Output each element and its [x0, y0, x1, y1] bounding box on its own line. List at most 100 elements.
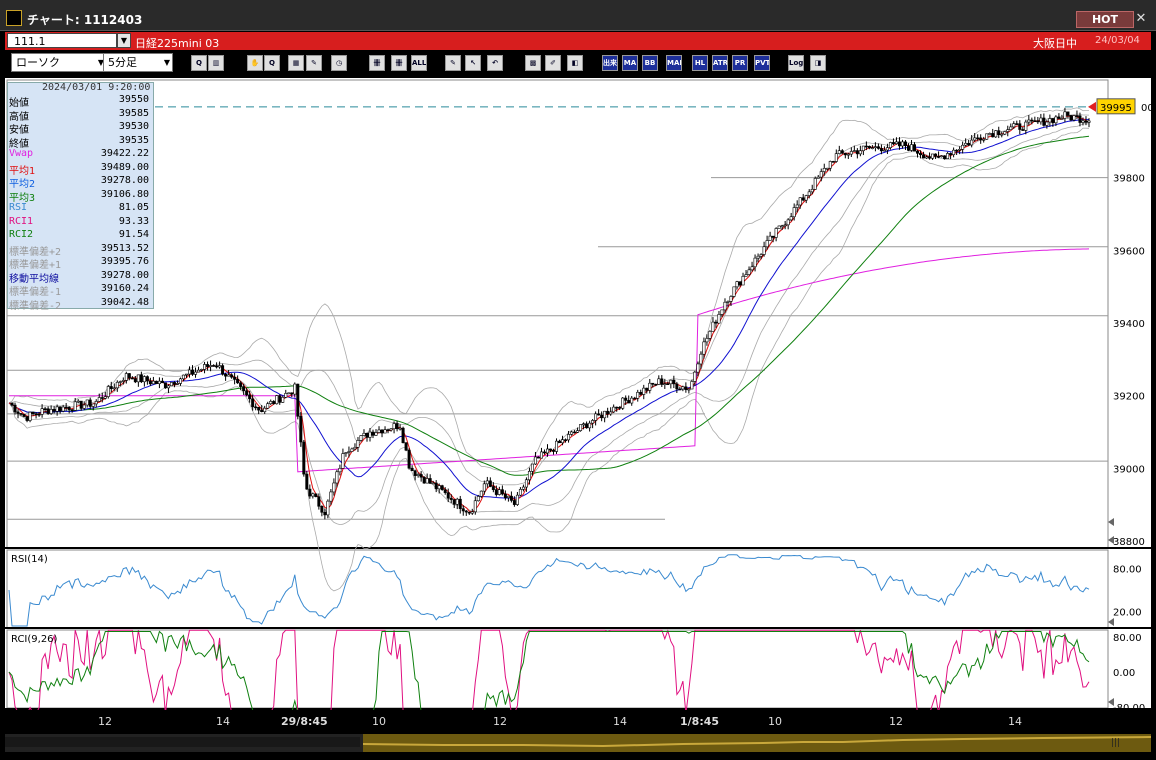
candle-body [353, 446, 357, 450]
candle-body [329, 491, 333, 502]
mae-icon[interactable]: MAE [666, 55, 682, 71]
candle-body [82, 404, 86, 409]
candle-body [837, 150, 841, 154]
axis-scroll-icon [1108, 698, 1114, 706]
candle-body [485, 480, 489, 485]
candle-body [473, 500, 477, 513]
candle-body [142, 376, 146, 383]
interval-value: 5分足 [108, 56, 137, 69]
symbol-code-input[interactable]: 111.1 [7, 33, 117, 48]
chart-area[interactable]: 38800 39000 39200 39400 39600 39800 39995 00 RSI… [5, 78, 1154, 715]
candle-body [377, 429, 381, 433]
all-icon[interactable]: ALL [411, 55, 427, 71]
chart-type-value: ローソク [16, 56, 60, 69]
candle-body [374, 432, 378, 436]
candle-body [994, 130, 998, 138]
candle-body [203, 364, 207, 370]
candle-body [894, 141, 898, 145]
brush-icon[interactable]: ✐ [545, 55, 561, 71]
hot-button[interactable]: HOT [1076, 11, 1134, 28]
price-tick-label: 39200 [1113, 392, 1145, 403]
candle-body [356, 440, 360, 448]
candle-body [949, 153, 953, 155]
draw-icon[interactable]: ✎ [306, 55, 322, 71]
chart-svg[interactable]: 38800 39000 39200 39400 39600 39800 39995 00 RSI… [5, 78, 1154, 715]
candle-body [28, 411, 32, 421]
close-icon[interactable]: ✕ [1135, 11, 1147, 26]
candle-body [723, 301, 727, 311]
candle-body [600, 414, 604, 419]
candle-body [314, 493, 318, 497]
candle-body [251, 398, 255, 408]
bb-icon[interactable]: BB [642, 55, 658, 71]
candle-body [840, 150, 844, 154]
candle-body [317, 496, 321, 507]
candle-body [771, 235, 775, 238]
rci-tick-label: -80.00 [1113, 703, 1145, 710]
current-price-partial-label: 00 [1141, 103, 1151, 114]
candle-body [1027, 119, 1031, 123]
split-icon[interactable]: ▥ [208, 55, 224, 71]
candle-body [34, 413, 38, 416]
bollinger-band [8, 127, 1090, 592]
candle-body [169, 382, 173, 387]
candle-body [976, 137, 980, 140]
candle-body [121, 380, 125, 382]
candle-body [209, 365, 213, 367]
candle-body [73, 401, 77, 411]
log-icon[interactable]: Log [788, 55, 804, 71]
candle-body [552, 450, 556, 452]
pr-icon[interactable]: PR [732, 55, 748, 71]
candle-body [509, 495, 513, 501]
window-icon[interactable]: ◨ [810, 55, 826, 71]
pvt-icon[interactable]: PVT [754, 55, 770, 71]
candle-body [876, 146, 880, 149]
candle-body [218, 365, 222, 368]
pen-icon[interactable]: ✎ [445, 55, 461, 71]
candle-body [380, 429, 384, 434]
info-label: 平均3 [9, 192, 36, 204]
search-icon[interactable]: Q [191, 55, 207, 71]
candle-body [1021, 129, 1025, 131]
info-row: RSI 81.05 [9, 202, 152, 215]
symbol-bar: 111.1 ▼ 日経225mini 03 大阪日中 24/03/04 [5, 32, 1151, 50]
time-scrollbar[interactable]: ||| [5, 734, 1152, 752]
chevron-down-icon: ▼ [163, 58, 170, 67]
rsi-tick-label: 20.00 [1113, 608, 1142, 619]
scroll-track[interactable] [5, 737, 360, 747]
color-icon[interactable]: ◧ [567, 55, 583, 71]
undo-icon[interactable]: ↶ [487, 55, 503, 71]
ma-icon[interactable]: MA [622, 55, 638, 71]
candle-body [855, 150, 859, 155]
candle-icon[interactable]: 卌 [369, 55, 385, 71]
volume-icon[interactable]: 出来 [602, 55, 618, 71]
cursor-icon[interactable]: ↖ [465, 55, 481, 71]
candle-body [263, 407, 267, 413]
price-tick-label: 39400 [1113, 319, 1145, 330]
atr-icon[interactable]: ATR [712, 55, 728, 71]
candle-body [729, 296, 733, 302]
bollinger-band [8, 107, 1089, 473]
symbol-dropdown-icon[interactable]: ▼ [117, 33, 131, 48]
candle-body [1000, 133, 1004, 136]
candle-body [13, 404, 17, 413]
candle-body [112, 387, 116, 390]
clock-icon[interactable]: ◷ [331, 55, 347, 71]
palette-icon[interactable]: ▩ [525, 55, 541, 71]
time-tick-label: 10 [372, 715, 386, 728]
hl-icon[interactable]: HL [692, 55, 708, 71]
grid-icon[interactable]: ▦ [288, 55, 304, 71]
info-value: 81.05 [118, 202, 149, 213]
candle2-icon[interactable]: 卌 [391, 55, 407, 71]
date-label: 24/03/04 [1095, 35, 1140, 46]
candle-body [1033, 120, 1037, 122]
interval-select[interactable]: 5分足 ▼ [103, 53, 173, 72]
scroll-grip-icon[interactable]: ||| [1111, 738, 1121, 748]
hand-icon[interactable]: ✋ [247, 55, 263, 71]
candle-body [257, 406, 261, 411]
scroll-thumb[interactable]: ||| [362, 734, 1152, 752]
chart-type-select[interactable]: ローソク ▼ [11, 53, 107, 72]
zoom-icon[interactable]: Q [264, 55, 280, 71]
candle-body [527, 471, 531, 481]
candle-body [407, 449, 411, 469]
